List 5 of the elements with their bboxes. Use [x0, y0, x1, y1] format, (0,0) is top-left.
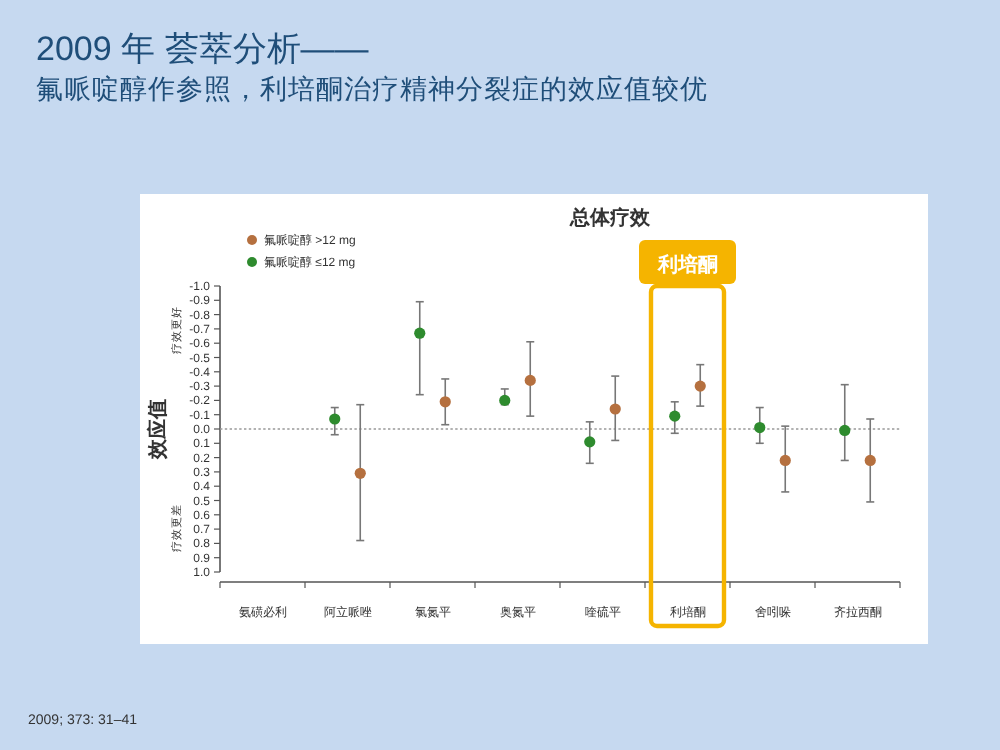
text: 利培酮	[655, 253, 718, 277]
y-axis-title: 效应值	[146, 399, 170, 461]
chart-title: 总体疗效	[568, 206, 652, 230]
text: 氟哌啶醇作参照，利培酮治疗精神分裂症的效应值较优	[36, 74, 708, 104]
chart-subtitle: 2009 年 荟萃分析——	[36, 30, 369, 68]
